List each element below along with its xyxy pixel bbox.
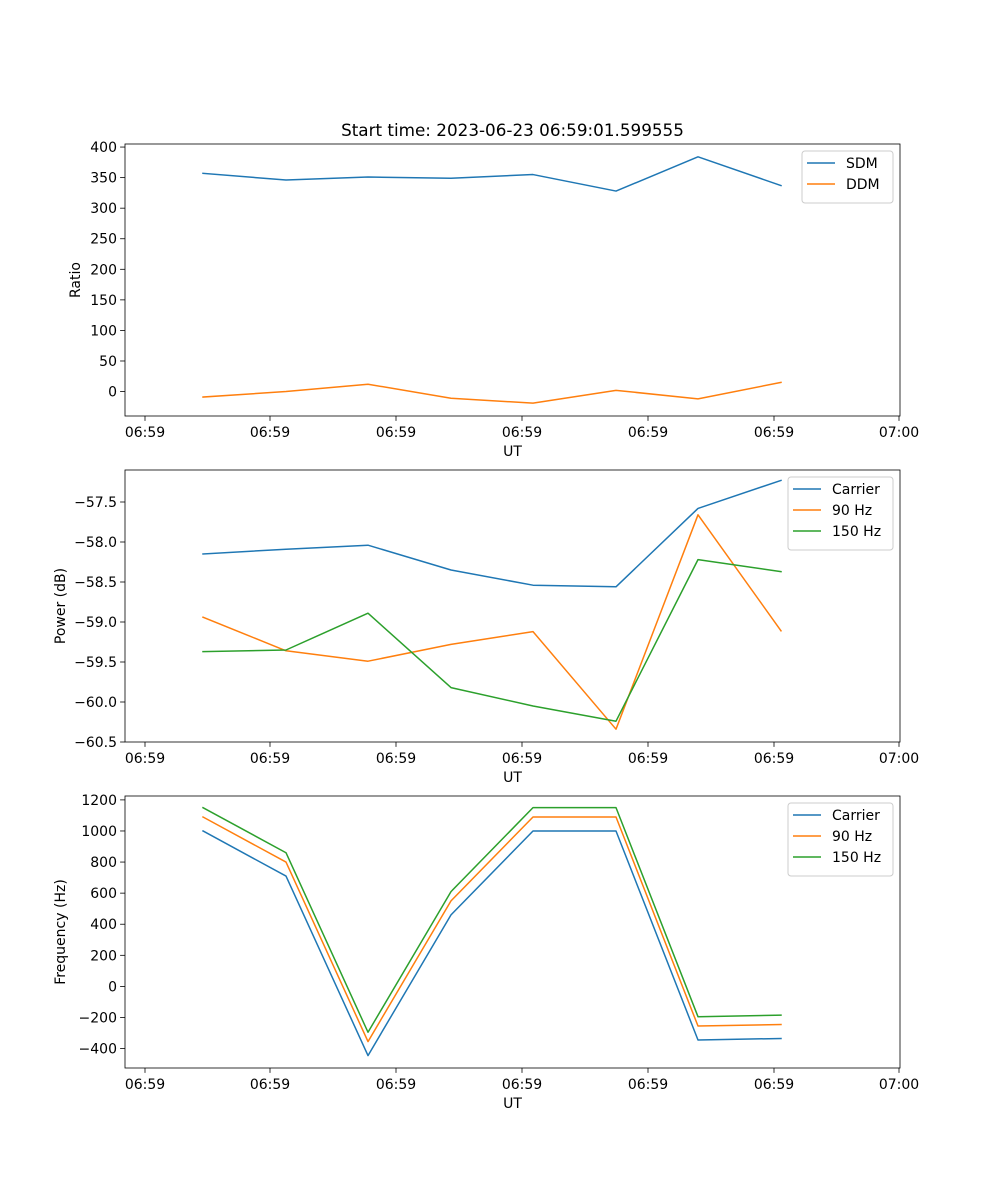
series-line-90-hz (202, 514, 783, 730)
y-tick-label: 200 (90, 262, 117, 278)
axes-frame (124, 143, 901, 417)
figure-title: Start time: 2023-06-23 06:59:01.599555 (341, 120, 684, 140)
y-tick-label: 150 (90, 293, 117, 309)
y-tick-label: −58.5 (74, 575, 117, 591)
y-tick-label: 0 (108, 979, 117, 995)
x-tick-label: 06:59 (125, 751, 165, 767)
y-tick-label: −60.5 (74, 735, 117, 751)
y-tick-label: 300 (90, 201, 117, 217)
legend-entry: Carrier (832, 482, 880, 498)
y-tick-label: −60.0 (74, 695, 117, 711)
x-tick-label: 06:59 (376, 1077, 416, 1093)
legend-entry: SDM (846, 156, 878, 172)
y-tick-label: 800 (90, 855, 117, 871)
y-tick-label: 1000 (81, 824, 117, 840)
x-tick-label: 06:59 (250, 1077, 290, 1093)
chart-panel-2: 06:59 06:59 06:59 06:59 06:59 06:59 07:00 −60.5… (53, 469, 919, 786)
x-tick-label: 07:00 (879, 751, 919, 767)
y-tick-label: −58.0 (74, 535, 117, 551)
y-tick-label: 50 (99, 354, 117, 370)
series-line-carrier (202, 479, 782, 588)
legend: Carrier 90 Hz 150 Hz (787, 476, 894, 551)
series-line-150-hz (202, 558, 782, 722)
x-tick-label: 06:59 (628, 751, 668, 767)
y-axis-label: Ratio (68, 262, 84, 298)
x-tick-label: 06:59 (502, 751, 542, 767)
x-tick-label: 06:59 (250, 425, 290, 441)
x-tick-label: 06:59 (628, 425, 668, 441)
series-line-carrier (201, 829, 782, 1057)
x-tick-label: 06:59 (502, 1077, 542, 1093)
y-tick-label: −400 (79, 1042, 117, 1058)
y-tick-label: −57.5 (74, 495, 117, 511)
legend-entry: 90 Hz (832, 503, 872, 519)
legend-entry: Carrier (832, 808, 880, 824)
x-tick-label: 06:59 (125, 425, 165, 441)
x-tick-label: 06:59 (250, 751, 290, 767)
legend-entry: DDM (846, 177, 880, 193)
y-tick-label: 400 (90, 140, 117, 156)
x-tick-label: 06:59 (376, 425, 416, 441)
y-tick-label: 0 (108, 385, 117, 401)
x-tick-label: 06:59 (125, 1077, 165, 1093)
y-axis-label: Frequency (Hz) (53, 879, 69, 985)
y-tick-label: 600 (90, 886, 117, 902)
y-tick-label: 1200 (81, 793, 117, 809)
x-axis-label: UT (503, 770, 522, 786)
x-tick-label: 06:59 (628, 1077, 668, 1093)
x-tick-label: 06:59 (502, 425, 542, 441)
y-tick-label: −59.5 (74, 655, 117, 671)
x-axis-label: UT (503, 1096, 522, 1112)
x-tick-label: 06:59 (754, 425, 794, 441)
axes-frame (124, 795, 901, 1069)
x-tick-label: 07:00 (879, 1077, 919, 1093)
y-tick-label: 400 (90, 917, 117, 933)
y-tick-label: −59.0 (74, 615, 117, 631)
x-tick-label: 06:59 (376, 751, 416, 767)
chart-panel-3: 06:59 06:59 06:59 06:59 06:59 06:59 07:00 −400 −… (53, 793, 919, 1112)
series-line-90-hz (201, 815, 782, 1043)
axes-frame (124, 469, 901, 743)
y-tick-label: 100 (90, 323, 117, 339)
series-line-150-hz (201, 806, 782, 1033)
y-tick-label: −200 (79, 1010, 117, 1026)
series-line-sdm (202, 156, 782, 192)
y-tick-label: 350 (90, 171, 117, 187)
x-axis-label: UT (503, 444, 522, 460)
x-tick-label: 06:59 (754, 1077, 794, 1093)
x-tick-label: 07:00 (879, 425, 919, 441)
series-line-ddm (202, 381, 782, 404)
panels: 06:59 06:59 06:59 06:59 06:59 06:59 07:00 0 50 10… (53, 140, 919, 1112)
legend-entry: 150 Hz (832, 850, 881, 866)
x-tick-label: 06:59 (754, 751, 794, 767)
legend: Carrier 90 Hz 150 Hz (787, 802, 894, 877)
y-tick-label: 200 (90, 948, 117, 964)
chart-panel-1: 06:59 06:59 06:59 06:59 06:59 06:59 07:00 0 50 10… (68, 140, 919, 460)
legend-entry: 150 Hz (832, 524, 881, 540)
legend-entry: 90 Hz (832, 829, 872, 845)
y-axis-label: Power (dB) (53, 568, 69, 644)
y-tick-label: 250 (90, 232, 117, 248)
legend: SDM DDM (801, 150, 894, 204)
legend-box (801, 150, 894, 204)
